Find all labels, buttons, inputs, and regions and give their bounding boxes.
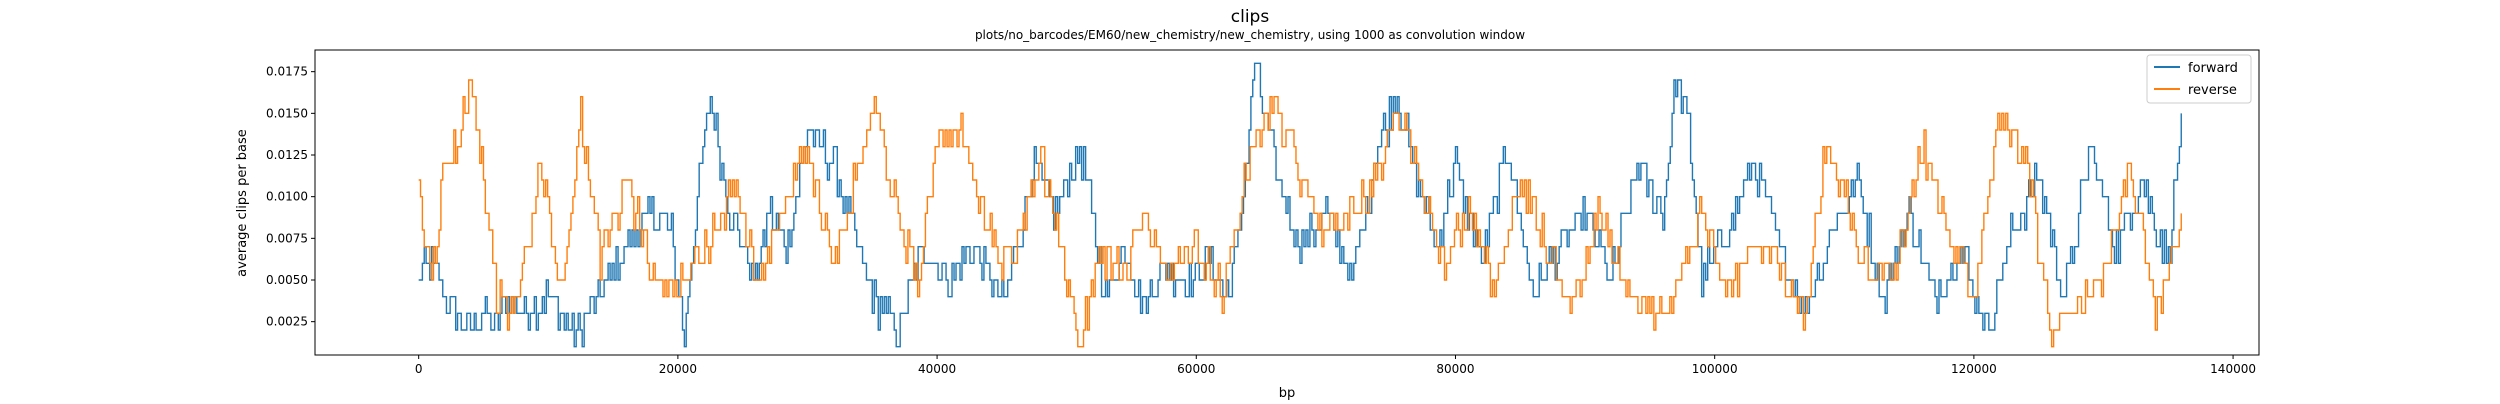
x-tick-label: 40000 bbox=[918, 362, 956, 376]
y-tick-label: 0.0100 bbox=[266, 190, 308, 204]
legend-label-reverse: reverse bbox=[2188, 83, 2237, 98]
y-tick-label: 0.0075 bbox=[266, 231, 308, 245]
x-tick-label: 140000 bbox=[2210, 362, 2256, 376]
y-tick-label: 0.0125 bbox=[266, 148, 308, 162]
x-tick-label: 80000 bbox=[1436, 362, 1474, 376]
chart-subtitle: plots/no_barcodes/EM60/new_chemistry/new… bbox=[975, 28, 1525, 42]
y-axis-label: average clips per base bbox=[235, 129, 250, 277]
x-tick-label: 20000 bbox=[659, 362, 697, 376]
plot-frame bbox=[314, 49, 2260, 356]
x-axis-label: bp bbox=[1279, 386, 1296, 400]
y-axis-ticks: 0.0025 0.0050 0.0075 0.0100 0.0125 0.0150 0.01… bbox=[266, 65, 315, 329]
x-tick-label: 60000 bbox=[1177, 362, 1215, 376]
x-tick-label: 0 bbox=[415, 362, 423, 376]
x-tick-label: 100000 bbox=[1692, 362, 1738, 376]
legend: forward reverse bbox=[2146, 54, 2252, 104]
y-tick-label: 0.0175 bbox=[266, 65, 308, 79]
y-tick-label: 0.0025 bbox=[266, 315, 308, 329]
series-line-forward bbox=[418, 62, 2182, 348]
plot-lines bbox=[418, 62, 2182, 348]
y-tick-label: 0.0050 bbox=[266, 273, 308, 287]
y-tick-label: 0.0150 bbox=[266, 106, 308, 120]
series-line-reverse bbox=[418, 79, 2182, 348]
x-tick-label: 120000 bbox=[1951, 362, 1997, 376]
legend-label-forward: forward bbox=[2188, 61, 2238, 76]
chart-title: clips bbox=[1231, 7, 1270, 27]
x-axis-ticks: 0 20000 40000 60000 80000 100000 120000 140000 bbox=[415, 355, 2256, 376]
